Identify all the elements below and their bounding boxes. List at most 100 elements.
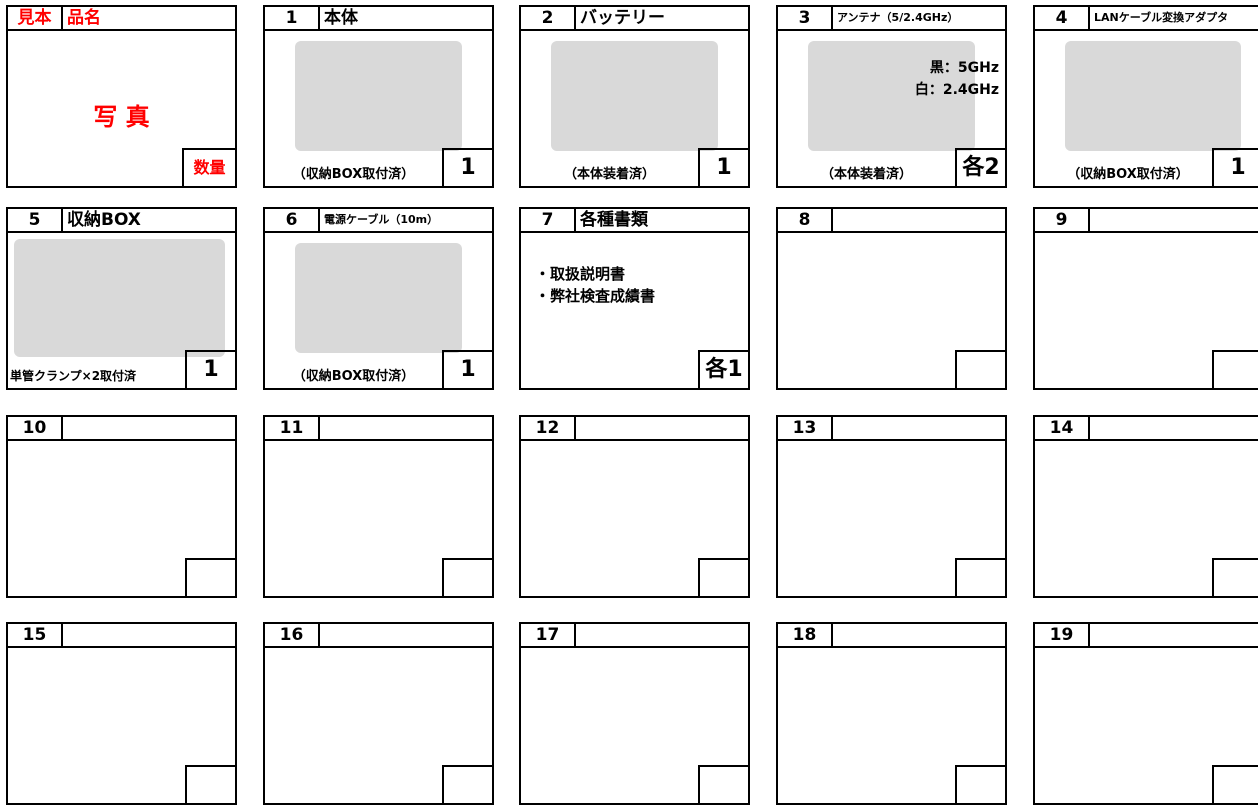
card: 11 <box>263 415 494 598</box>
item-name: 各種書類 <box>576 209 748 233</box>
item-name <box>833 417 1005 441</box>
card: 8 <box>776 207 1007 390</box>
quantity <box>698 558 748 596</box>
item-name <box>63 417 235 441</box>
item-name: 本体 <box>320 7 492 31</box>
item-number: 3 <box>778 7 833 31</box>
card: 見本 品名写 真数量 <box>6 5 237 188</box>
item-name <box>833 624 1005 648</box>
card: 10 <box>6 415 237 598</box>
item-note: 単管クランプ×2取付済 <box>10 369 137 383</box>
item-note: （本体装着済） <box>563 167 655 182</box>
item-number: 13 <box>778 417 833 441</box>
item-name <box>1090 209 1258 233</box>
card: 13 <box>776 415 1007 598</box>
text-line: 白：2.4GHz <box>914 82 999 98</box>
text-lines: 黒：5GHz 白：2.4GHz <box>915 57 999 101</box>
item-name <box>1090 417 1258 441</box>
quantity: 各2 <box>955 148 1005 186</box>
item-number: 15 <box>8 624 63 648</box>
card: 4 LANケーブル変換アダプタ （収納BOX取付済） 1 <box>1033 5 1258 188</box>
text-line: ・弊社検査成績書 <box>535 287 656 305</box>
item-name <box>320 417 492 441</box>
item-number: 12 <box>521 417 576 441</box>
item-number: 16 <box>265 624 320 648</box>
card: 18 <box>776 622 1007 805</box>
quantity <box>955 558 1005 596</box>
card: 3 アンテナ（5/2.4GHz） （本体装着済） 黒：5GHz 白：2.4GHz 各2 <box>776 5 1007 188</box>
quantity <box>698 765 748 803</box>
item-name <box>320 624 492 648</box>
item-number: 11 <box>265 417 320 441</box>
card: 12 <box>519 415 750 598</box>
item-number: 8 <box>778 209 833 233</box>
item-number: 10 <box>8 417 63 441</box>
item-number: 5 <box>8 209 63 233</box>
item-name: 電源ケーブル（10m） <box>320 209 492 233</box>
item-name <box>63 624 235 648</box>
photo <box>295 243 462 353</box>
item-number: 17 <box>521 624 576 648</box>
quantity <box>955 765 1005 803</box>
item-name: 収納BOX <box>63 209 235 233</box>
quantity <box>1212 350 1258 388</box>
item-number: 14 <box>1035 417 1090 441</box>
quantity <box>442 558 492 596</box>
item-name: バッテリー <box>576 7 748 31</box>
card: 6 電源ケーブル（10m） （収納BOX取付済） 1 <box>263 207 494 390</box>
card: 15 <box>6 622 237 805</box>
item-number: 4 <box>1035 7 1090 31</box>
item-number: 1 <box>265 7 320 31</box>
item-note: （収納BOX取付済） <box>1067 167 1189 182</box>
card: 17 <box>519 622 750 805</box>
item-number: 2 <box>521 7 576 31</box>
item-note: （収納BOX取付済） <box>292 167 415 182</box>
item-number: 18 <box>778 624 833 648</box>
photo <box>14 239 225 357</box>
photo <box>808 41 975 151</box>
photo <box>1065 41 1241 151</box>
photo <box>551 41 718 151</box>
quantity <box>955 350 1005 388</box>
quantity <box>1212 558 1258 596</box>
card: 2 バッテリー （本体装着済） 1 <box>519 5 750 188</box>
quantity: 1 <box>442 148 492 186</box>
item-number: 19 <box>1035 624 1090 648</box>
quantity <box>185 558 235 596</box>
card: 16 <box>263 622 494 805</box>
card: 19 <box>1033 622 1258 805</box>
photo-label: 写 真 <box>93 103 150 131</box>
quantity: 数量 <box>182 148 235 186</box>
card: 1 本体 （収納BOX取付済） 1 <box>263 5 494 188</box>
card: 14 <box>1033 415 1258 598</box>
quantity: 1 <box>698 148 748 186</box>
item-name: LANケーブル変換アダプタ <box>1090 7 1258 31</box>
card: 7 各種書類・取扱説明書・弊社検査成績書各1 <box>519 207 750 390</box>
card: 9 <box>1033 207 1258 390</box>
quantity: 各1 <box>698 350 748 388</box>
quantity <box>442 765 492 803</box>
item-number: 6 <box>265 209 320 233</box>
card: 5 収納BOX 単管クランプ×2取付済 1 <box>6 207 237 390</box>
item-number: 7 <box>521 209 576 233</box>
quantity <box>185 765 235 803</box>
quantity: 1 <box>185 350 235 388</box>
item-name: 品名 <box>63 7 235 31</box>
item-name <box>833 209 1005 233</box>
item-number: 9 <box>1035 209 1090 233</box>
item-name <box>576 417 748 441</box>
quantity <box>1212 765 1258 803</box>
text-line: ・取扱説明書 <box>535 265 626 283</box>
item-note: （本体装着済） <box>820 167 912 182</box>
item-name <box>576 624 748 648</box>
quantity: 1 <box>442 350 492 388</box>
photo <box>295 41 462 151</box>
item-name <box>1090 624 1258 648</box>
text-line: 黒：5GHz <box>929 60 999 76</box>
item-note: （収納BOX取付済） <box>292 369 415 384</box>
quantity: 1 <box>1212 148 1258 186</box>
text-lines: ・取扱説明書・弊社検査成績書 <box>535 263 655 307</box>
item-name: アンテナ（5/2.4GHz） <box>833 7 1005 31</box>
item-number: 見本 <box>8 7 63 31</box>
